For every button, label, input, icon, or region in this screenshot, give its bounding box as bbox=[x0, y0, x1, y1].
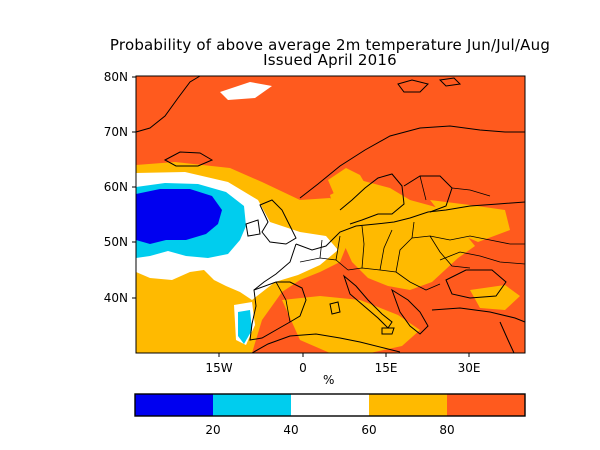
region-high-east bbox=[470, 285, 520, 310]
lat-label-40n: 40N bbox=[103, 291, 128, 305]
colorbar-bin-1 bbox=[213, 394, 291, 416]
region-high-russia bbox=[430, 200, 510, 242]
plot-frame bbox=[135, 75, 526, 354]
lon-label-0: 0 bbox=[299, 361, 307, 375]
region-high-south bbox=[282, 296, 420, 353]
chart-subtitle: Issued April 2016 bbox=[263, 51, 397, 69]
colorbar bbox=[134, 393, 526, 417]
lat-label-60n: 60N bbox=[103, 180, 128, 194]
region-low-iberia bbox=[238, 310, 252, 344]
country-borders bbox=[275, 175, 526, 323]
region-neutral-north bbox=[220, 82, 272, 100]
region-very-low bbox=[136, 189, 222, 244]
lon-label-15w: 15W bbox=[205, 361, 233, 375]
colorbar-bin-0 bbox=[135, 394, 213, 416]
lat-label-80n: 80N bbox=[103, 70, 128, 84]
colorbar-frame bbox=[134, 393, 526, 417]
colorbar-tick-20: 20 bbox=[205, 423, 221, 437]
lat-label-70n: 70N bbox=[103, 125, 128, 139]
colorbar-tick-40: 40 bbox=[283, 423, 299, 437]
chart-title: Probability of above average 2m temperat… bbox=[109, 36, 551, 54]
axis-ticks bbox=[132, 76, 470, 357]
lon-label-30e: 30E bbox=[457, 361, 481, 375]
colorbar-bin-2 bbox=[291, 394, 369, 416]
unit-label: % bbox=[323, 373, 335, 387]
colorbar-tick-80: 80 bbox=[439, 423, 455, 437]
coastlines bbox=[135, 75, 526, 354]
region-high-scandinavia bbox=[328, 168, 370, 198]
lat-label-50n: 50N bbox=[103, 235, 128, 249]
region-high-europe bbox=[330, 180, 475, 290]
colorbar-bin-4 bbox=[447, 394, 525, 416]
colorbar-bin-3 bbox=[369, 394, 447, 416]
lon-label-15e: 15E bbox=[374, 361, 398, 375]
colorbar-tick-60: 60 bbox=[361, 423, 377, 437]
